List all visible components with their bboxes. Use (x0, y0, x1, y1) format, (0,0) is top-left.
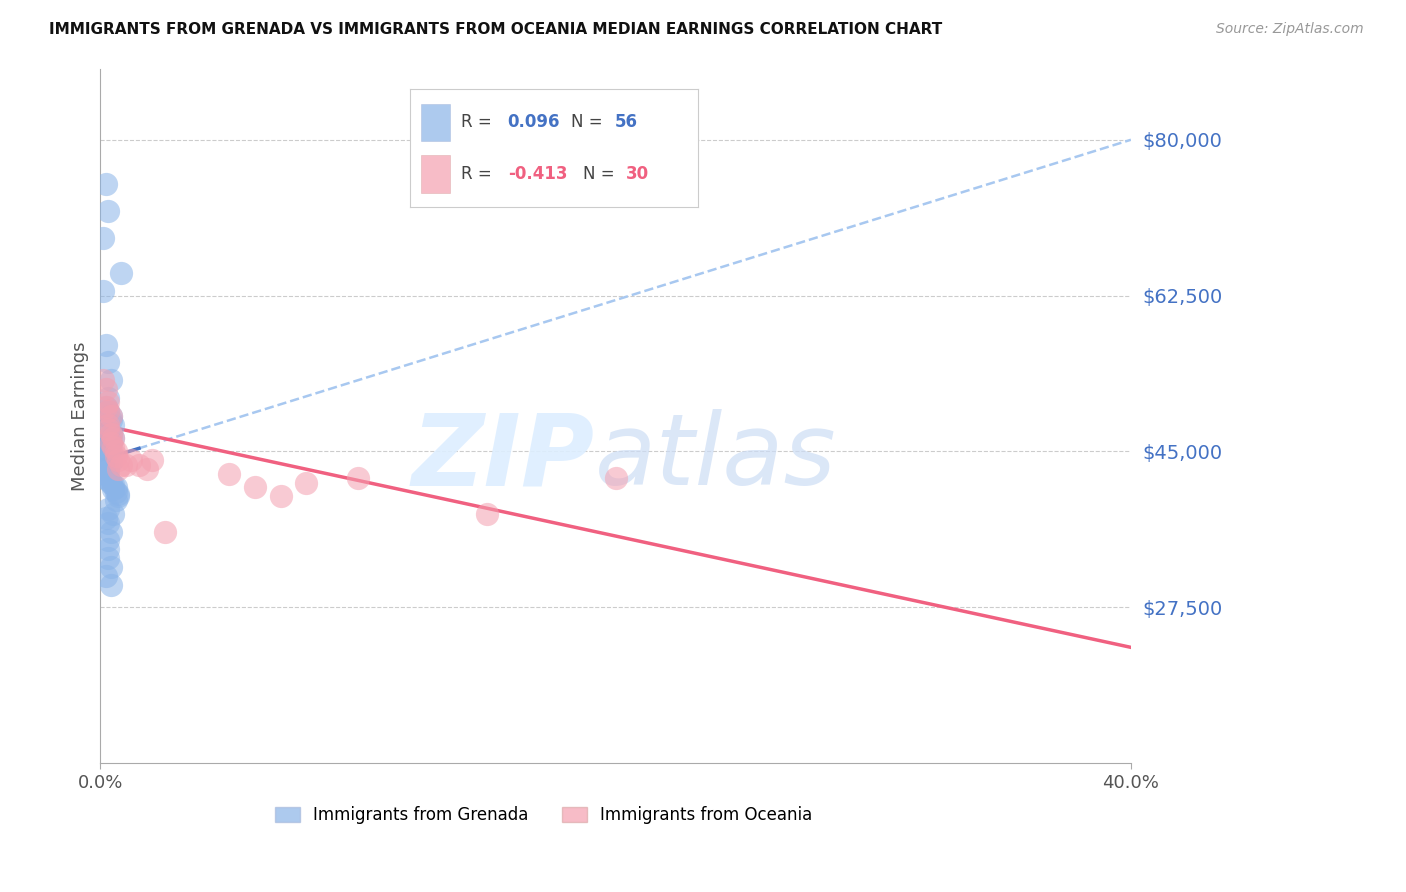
Point (100, 444, 122, 458)
Point (100, 524, 122, 539)
Point (100, 455, 122, 469)
Point (103, 478, 125, 492)
Point (97, 355, 120, 369)
Point (97, 204, 120, 219)
Point (218, 467, 240, 481)
Point (103, 431, 125, 445)
Point (107, 453, 129, 467)
Point (97, 395, 120, 409)
Point (100, 373, 122, 387)
Point (97, 417, 120, 432)
Point (94, 460, 117, 475)
Point (97, 404, 120, 418)
Point (115, 458, 138, 472)
Point (475, 507, 498, 521)
Point (97, 422, 120, 436)
Point (100, 409, 122, 423)
Point (97, 551, 120, 566)
Point (107, 489, 129, 503)
Point (97, 426, 120, 441)
Point (104, 449, 127, 463)
Point (94, 458, 117, 472)
Point (97, 404, 120, 418)
Point (141, 453, 163, 467)
Point (100, 475, 122, 490)
Point (100, 560, 122, 574)
Point (97, 391, 120, 405)
Point (270, 489, 292, 503)
Point (100, 409, 122, 423)
Text: ZIP: ZIP (412, 409, 595, 506)
Point (97, 516, 120, 530)
Point (103, 482, 125, 496)
Point (94, 178, 117, 192)
Point (347, 471, 370, 485)
Point (94, 467, 117, 481)
Point (97, 542, 120, 557)
Point (100, 435, 122, 450)
Point (104, 493, 127, 508)
Point (97, 502, 120, 516)
Point (103, 440, 125, 454)
Point (605, 471, 627, 485)
Point (100, 578, 122, 592)
Point (97, 449, 120, 463)
Point (97, 434, 120, 448)
Point (128, 458, 150, 472)
Point (94, 442, 117, 457)
Point (97, 469, 120, 483)
Point (94, 437, 117, 451)
Point (97, 440, 120, 454)
Point (104, 444, 127, 458)
Point (94, 569, 117, 583)
Point (91, 373, 114, 387)
Point (120, 453, 142, 467)
Point (100, 435, 122, 450)
Point (103, 507, 125, 521)
Point (97, 533, 120, 548)
Point (91, 231, 114, 245)
Point (110, 458, 132, 472)
Point (104, 480, 127, 494)
Point (94, 451, 117, 466)
Point (94, 382, 117, 396)
Point (100, 413, 122, 427)
Point (97, 422, 120, 436)
Point (94, 337, 117, 351)
Text: IMMIGRANTS FROM GRENADA VS IMMIGRANTS FROM OCEANIA MEDIAN EARNINGS CORRELATION C: IMMIGRANTS FROM GRENADA VS IMMIGRANTS FR… (49, 22, 942, 37)
Point (94, 400, 117, 414)
Legend: Immigrants from Grenada, Immigrants from Oceania: Immigrants from Grenada, Immigrants from… (274, 806, 813, 824)
Point (97, 473, 120, 487)
Point (97, 453, 120, 467)
Point (103, 417, 125, 432)
Point (153, 524, 176, 539)
Y-axis label: Median Earnings: Median Earnings (72, 341, 89, 491)
Point (94, 400, 117, 414)
Point (94, 446, 117, 460)
Point (103, 431, 125, 445)
Point (97, 462, 120, 476)
Point (107, 462, 129, 476)
Point (94, 471, 117, 485)
Point (295, 475, 318, 490)
Point (97, 464, 120, 478)
Point (100, 428, 122, 442)
Text: Source: ZipAtlas.com: Source: ZipAtlas.com (1216, 22, 1364, 37)
Point (110, 266, 132, 280)
Point (104, 484, 127, 499)
Point (107, 487, 129, 501)
Point (135, 462, 157, 476)
Point (243, 480, 266, 494)
Point (94, 511, 117, 525)
Point (91, 284, 114, 298)
Point (100, 426, 122, 441)
Text: atlas: atlas (595, 409, 837, 506)
